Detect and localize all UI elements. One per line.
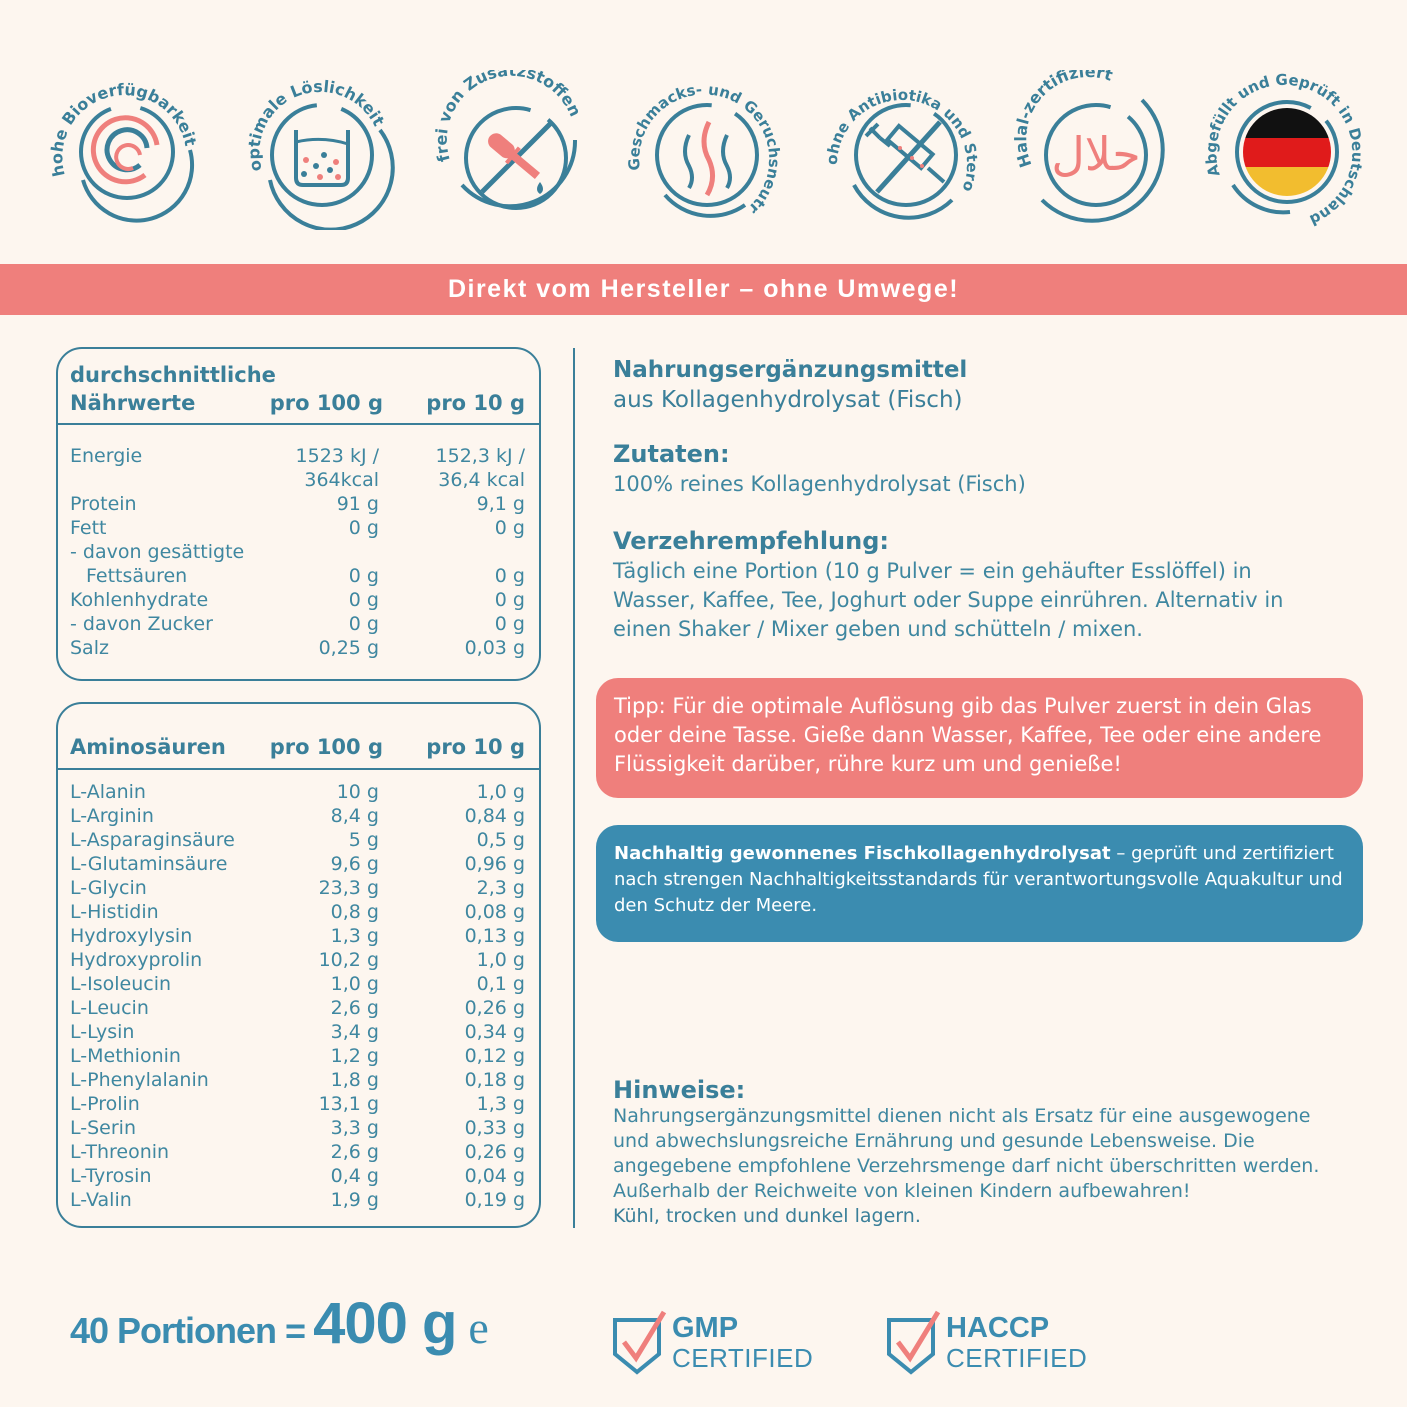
feature-badges: hohe Bioverfügbarkeit optimale Löslichke… xyxy=(0,60,1407,240)
table-row: Protein 91 g 9,1 g xyxy=(70,493,525,515)
table-row: L-Threonin 2,6 g 0,26 g xyxy=(70,1141,525,1163)
table-row: L-Glutaminsäure 9,6 g 0,96 g xyxy=(70,853,525,875)
badge-halal: Halal-zertifiziert حلال xyxy=(1012,70,1172,230)
table-row: L-Isoleucin 1,0 g 0,1 g xyxy=(70,973,525,995)
cert-name: HACCP xyxy=(946,1312,1050,1344)
table-row: L-Asparaginsäure 5 g 0,5 g xyxy=(70,829,525,851)
bioavailability-arrows-icon: hohe Bioverfügbarkeit xyxy=(47,80,200,223)
table-row: L-Histidin 0,8 g 0,08 g xyxy=(70,901,525,923)
table-row: L-Serin 3,3 g 0,33 g xyxy=(70,1117,525,1139)
usage-block: Verzehrempfehlung: Täglich eine Portion … xyxy=(613,527,1323,644)
nutrition-table-header: durchschnittliche Nährwerte pro 100 g pr… xyxy=(58,349,539,425)
product-subtitle: aus Kollagenhydrolysat (Fisch) xyxy=(613,387,963,413)
svg-text:حلال: حلال xyxy=(1051,127,1140,181)
table-row: L-Glycin 23,3 g 2,3 g xyxy=(70,877,525,899)
ingredients-text: 100% reines Kollagenhydrolysat (Fisch) xyxy=(613,472,1026,496)
table-row: Hydroxylysin 1,3 g 0,13 g xyxy=(70,925,525,947)
table-row: Hydroxyprolin 10,2 g 1,0 g xyxy=(70,949,525,971)
tip-box: Tipp: Für die optimale Auflösung gib das… xyxy=(596,678,1363,798)
table-row: L-Valin 1,9 g 0,19 g xyxy=(70,1189,525,1211)
notes-block: Hinweise: Nahrungsergänzungsmittel diene… xyxy=(613,1076,1343,1229)
badge-neutral-taste: Geschmacks- und Geruchsneutral xyxy=(625,70,785,230)
table-row: L-Methionin 1,2 g 0,12 g xyxy=(70,1045,525,1067)
table-row: Energie 1523 kJ /152,3 kJ / xyxy=(70,445,525,467)
manufacturer-banner: Direkt vom Hersteller – ohne Umwege! xyxy=(0,264,1407,315)
halal-icon: Halal-zertifiziert حلال xyxy=(1012,70,1165,223)
product-title-block: Nahrungsergänzungsmittel aus Kollagenhyd… xyxy=(613,357,1353,413)
table-row: L-Leucin 2,6 g 0,26 g xyxy=(70,997,525,1019)
header-label-line2: Nährwerte xyxy=(70,391,196,415)
usage-text: Täglich eine Portion (10 g Pulver = ein … xyxy=(613,559,1284,641)
no-dropper-icon: frei von Zusatzstoffen xyxy=(432,70,585,210)
banner-text: Direkt vom Hersteller – ohne Umwege! xyxy=(447,275,960,303)
badge-no-additives: frei von Zusatzstoffen xyxy=(432,70,592,230)
table-row: L-Lysin 3,4 g 0,34 g xyxy=(70,1021,525,1043)
header-label-line1: durchschnittliche xyxy=(70,363,276,387)
table-row: 364kcal 36,4 kcal xyxy=(304,469,525,491)
germany-flag-icon: Abgefüllt und Geprüft in Deutschland xyxy=(1205,71,1365,230)
estimated-sign-icon: e xyxy=(468,1302,489,1353)
amino-table-header: Aminosäuren pro 100 g pro 10 g xyxy=(58,704,539,770)
portions-label: 40 Portionen = xyxy=(70,1310,306,1351)
svg-text:ohne Antibiotika und Steroide: ohne Antibiotika und Steroide xyxy=(822,70,981,194)
sustainability-text: – geprüft und zertifiziert nach strengen… xyxy=(614,843,1343,916)
badge-made-in-germany: Abgefüllt und Geprüft in Deutschland xyxy=(1205,70,1365,230)
odor-waves-icon: Geschmacks- und Geruchsneutral xyxy=(625,70,783,218)
column-divider xyxy=(573,348,575,1228)
amino-acid-table: Aminosäuren pro 100 g pro 10 g L-Alanin 1… xyxy=(56,702,541,1228)
cert-label: CERTIFIED xyxy=(946,1343,1088,1373)
shield-check-icon xyxy=(887,1310,941,1375)
badge-solubility: optimale Löslichkeit xyxy=(240,70,400,230)
cert-name: GMP xyxy=(672,1312,739,1344)
ingredients-heading: Zutaten: xyxy=(613,440,730,468)
portion-info: 40 Portionen = 400 g e xyxy=(70,1290,489,1357)
svg-text:optimale Löslichkeit: optimale Löslichkeit xyxy=(244,77,388,173)
badge-bioavailability: hohe Bioverfügbarkeit xyxy=(45,70,205,230)
table-row: L-Alanin 10 g 1,0 g xyxy=(70,781,525,803)
shield-check-icon xyxy=(613,1310,667,1375)
notes-text: Nahrungsergänzungsmittel dienen nicht al… xyxy=(613,1105,1320,1202)
header-col-10g: pro 10 g xyxy=(426,391,525,415)
table-row: - davon gesättigte xyxy=(70,541,245,563)
sustainability-bold: Nachhaltig gewonnenes Fischkollagenhydro… xyxy=(614,843,1111,864)
sustainability-box: Nachhaltig gewonnenes Fischkollagenhydro… xyxy=(596,825,1363,942)
storage-text: Kühl, trocken und dunkel lagern. xyxy=(613,1205,921,1227)
table-row: L-Arginin 8,4 g 0,84 g xyxy=(70,805,525,827)
notes-heading: Hinweise: xyxy=(613,1076,746,1104)
gmp-cert: GMP CERTIFIED xyxy=(610,1310,813,1376)
tip-text: Tipp: Für die optimale Auflösung gib das… xyxy=(614,694,1322,776)
table-row: L-Prolin 13,1 g 1,3 g xyxy=(70,1093,525,1115)
usage-heading: Verzehrempfehlung: xyxy=(613,527,889,555)
table-row: L-Tyrosin 0,4 g 0,04 g xyxy=(70,1165,525,1187)
table-row: L-Phenylalanin 1,8 g 0,18 g xyxy=(70,1069,525,1091)
haccp-cert: HACCP CERTIFIED xyxy=(884,1310,1087,1376)
header-col-10g: pro 10 g xyxy=(426,735,525,759)
ingredients-block: Zutaten: 100% reines Kollagenhydrolysat … xyxy=(613,440,1353,499)
table-row: Salz 0,25 g 0,03 g xyxy=(70,637,525,659)
cert-label: CERTIFIED xyxy=(672,1343,814,1373)
product-title: Nahrungsergänzungsmittel xyxy=(613,357,968,383)
badge-no-antibiotics: ohne Antibiotika und Steroide xyxy=(822,70,982,230)
nutrition-table: durchschnittliche Nährwerte pro 100 g pr… xyxy=(56,347,541,681)
no-syringe-icon: ohne Antibiotika und Steroide xyxy=(822,70,981,220)
header-col-100g: pro 100 g xyxy=(269,391,383,415)
header-amino-title: Aminosäuren xyxy=(70,735,226,759)
header-col-100g: pro 100 g xyxy=(269,735,383,759)
weight-value: 400 g xyxy=(313,1291,457,1356)
beaker-particles-icon: optimale Löslichkeit xyxy=(244,77,395,230)
